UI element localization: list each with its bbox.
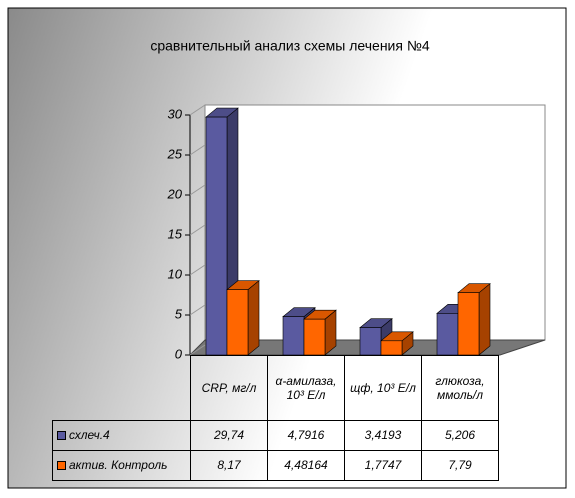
bar-side xyxy=(247,280,260,356)
y-tick-label: 15 xyxy=(168,226,183,241)
grid-line xyxy=(189,304,206,316)
legend-label: актив. Контроль xyxy=(69,458,168,473)
legend-entry: схлеч.4 xyxy=(52,420,191,451)
data-label: 29,74 xyxy=(190,420,268,451)
bar xyxy=(282,316,305,356)
data-label: 7,79 xyxy=(421,450,499,481)
category-label: CRP, мг/л xyxy=(190,355,268,421)
y-tick-label: 10 xyxy=(168,266,183,281)
bar xyxy=(303,318,326,356)
bar xyxy=(205,116,228,356)
data-label: 5,206 xyxy=(421,420,499,451)
bar xyxy=(359,327,382,356)
legend-entry: актив. Контроль xyxy=(52,450,191,481)
y-tick-label: 30 xyxy=(168,106,183,121)
data-label: 4,48164 xyxy=(267,450,345,481)
bar xyxy=(380,340,403,356)
legend-swatch xyxy=(57,461,66,470)
bar-side xyxy=(478,283,491,356)
bar xyxy=(457,292,480,356)
legend-swatch xyxy=(57,431,66,440)
data-label: 3,4193 xyxy=(344,420,422,451)
y-tick-label: 20 xyxy=(167,186,183,201)
category-label: α-амилаза, 10³ Е/л xyxy=(267,355,345,421)
data-label: 1,7747 xyxy=(344,450,422,481)
bar xyxy=(436,313,459,356)
category-label: глюкоза, ммоль/л xyxy=(421,355,499,421)
y-tick-label: 0 xyxy=(175,346,183,361)
grid-line xyxy=(189,104,206,116)
data-label: 4,7916 xyxy=(267,420,345,451)
category-label: щф, 10³ Е/л xyxy=(344,355,422,421)
data-label: 8,17 xyxy=(190,450,268,481)
y-tick-label: 25 xyxy=(167,146,183,161)
grid-line xyxy=(189,344,206,356)
grid-line xyxy=(189,224,206,236)
grid-line xyxy=(189,144,206,156)
grid-line xyxy=(189,184,206,196)
grid-line xyxy=(189,264,206,276)
y-tick-label: 5 xyxy=(175,306,183,321)
legend-label: схлеч.4 xyxy=(69,428,110,443)
bar xyxy=(226,289,249,356)
chart-title: сравнительный анализ схемы лечения №4 xyxy=(150,38,430,54)
